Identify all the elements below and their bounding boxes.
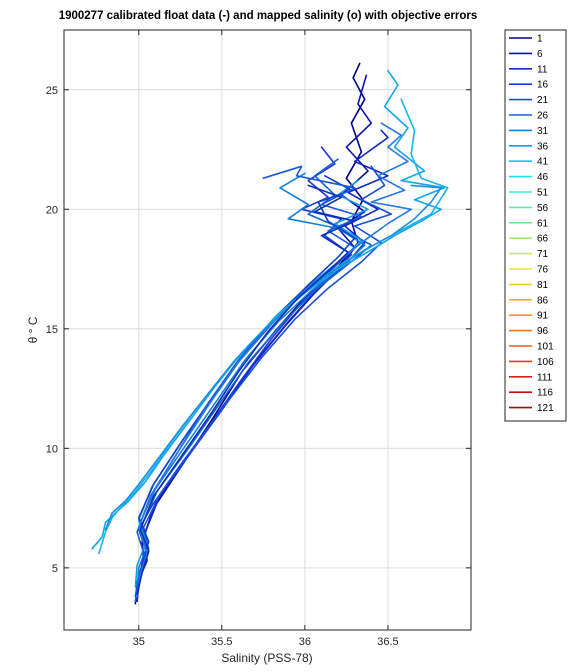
- legend-label: 1: [537, 34, 543, 45]
- legend-label: 71: [537, 249, 549, 260]
- y-tick-label: 10: [46, 443, 58, 455]
- profile-line: [104, 184, 442, 531]
- legend-items: 1611162126313641465156616671768186919610…: [509, 34, 554, 414]
- legend-label: 41: [537, 157, 549, 168]
- y-tick-label: 5: [52, 563, 58, 575]
- x-tick-label: 35.5: [211, 636, 232, 648]
- y-axis-label: θ ° C: [26, 316, 40, 343]
- legend-label: 96: [537, 326, 549, 337]
- legend-label: 61: [537, 218, 549, 229]
- tick-layer: 35 35.5 36 36.5 5 10 15 20 25: [46, 30, 471, 648]
- legend-label: 116: [537, 388, 553, 399]
- legend-label: 31: [537, 126, 549, 137]
- grid-layer: [64, 30, 471, 630]
- legend: 1611162126313641465156616671768186919610…: [504, 29, 567, 422]
- legend-label: 86: [537, 295, 549, 306]
- legend-label: 56: [537, 203, 549, 214]
- y-tick-label: 25: [46, 85, 58, 97]
- chart-title: 1900277 calibrated float data (-) and ma…: [59, 10, 478, 22]
- legend-label: 36: [537, 141, 549, 152]
- x-axis-label: Salinity (PSS-78): [221, 651, 312, 665]
- legend-label: 11: [537, 64, 548, 75]
- legend-label: 16: [537, 80, 549, 91]
- x-tick-label: 36: [299, 636, 311, 648]
- profile-line: [91, 69, 446, 550]
- profile-line: [98, 98, 449, 555]
- profile-line: [136, 184, 356, 595]
- legend-label: 66: [537, 234, 549, 245]
- x-tick-label: 35: [133, 636, 145, 648]
- legend-label: 81: [537, 280, 549, 291]
- legend-label: 51: [537, 188, 549, 199]
- legend-label: 91: [537, 311, 549, 322]
- plot-frame: [63, 29, 472, 631]
- x-tick-label: 36.5: [377, 636, 398, 648]
- legend-label: 101: [537, 342, 554, 353]
- legend-label: 26: [537, 111, 549, 122]
- profile-line: [136, 172, 366, 591]
- legend-label: 6: [537, 49, 543, 60]
- legend-label: 76: [537, 265, 549, 276]
- legend-label: 111: [537, 372, 553, 383]
- legend-label: 106: [537, 357, 554, 368]
- y-tick-label: 15: [46, 324, 58, 336]
- legend-label: 46: [537, 172, 549, 183]
- legend-box: [504, 29, 567, 422]
- y-tick-label: 20: [46, 204, 58, 216]
- legend-label: 21: [537, 95, 549, 106]
- series-layer: [91, 62, 449, 605]
- legend-label: 121: [537, 403, 554, 414]
